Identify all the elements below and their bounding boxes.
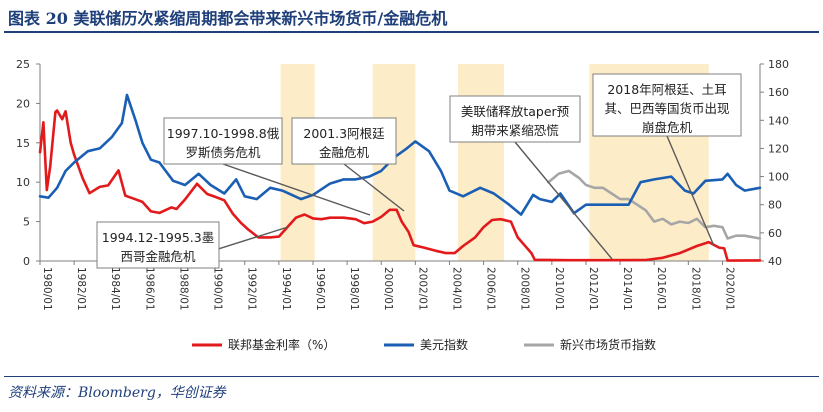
annotation-box (291, 117, 397, 165)
annotation-text: 1997.10-1998.8俄 (167, 126, 280, 141)
y-left-tick-label: 0 (23, 255, 30, 268)
x-tick-label: 2006/01 (485, 267, 497, 311)
x-tick-label: 1982/01 (75, 267, 87, 311)
annotation-text: 美联储释放taper预 (461, 104, 569, 119)
annotation-text: 期带来紧缩恐慌 (471, 123, 559, 138)
title-divider (4, 31, 819, 33)
annotation-box (449, 95, 581, 143)
x-tick-label: 2012/01 (587, 267, 599, 311)
footer-divider (4, 376, 819, 377)
annotation-leader (343, 163, 405, 212)
source-note: 资料来源：Bloomberg，华创证券 (8, 385, 226, 401)
em-currency-index-line (547, 169, 762, 240)
y-left-tick-label: 5 (23, 216, 30, 229)
legend-label: 新兴市场货币指数 (560, 337, 656, 352)
annotation-box (163, 117, 283, 165)
annotation-box (96, 221, 220, 269)
annotation-leader (514, 141, 613, 260)
x-tick-label: 2004/01 (450, 267, 462, 311)
x-tick-label: 1996/01 (314, 267, 326, 311)
annotation-text: 崩盘危机 (642, 120, 693, 135)
y-right-tick-label: 80 (768, 199, 782, 212)
x-tick-label: 2010/01 (553, 267, 565, 311)
y-left-tick-label: 15 (16, 137, 30, 150)
y-right-tick-label: 160 (768, 86, 789, 99)
y-right-tick-label: 180 (768, 58, 789, 71)
y-left-tick-label: 20 (16, 97, 30, 110)
x-tick-label: 2000/01 (382, 267, 394, 311)
annotation-text: 1994.12-1995.3墨 (102, 230, 214, 245)
x-tick-label: 2018/01 (689, 267, 701, 311)
x-tick-label: 2016/01 (655, 267, 667, 311)
x-tick-label: 2020/01 (723, 267, 735, 311)
x-tick-label: 2008/01 (519, 267, 531, 311)
page-title: 图表 20 美联储历次紧缩周期都会带来新兴市场货币/金融危机 (8, 9, 448, 28)
tick-label-layer: 0 5 10 15 20 25 40 60 80 100 120 140 160 180 1980/01 19… (16, 58, 789, 311)
annotation-leader (222, 163, 371, 216)
annotation-text: 2001.3阿根廷 (303, 126, 385, 141)
y-right-tick-label: 140 (768, 114, 789, 127)
x-tick-label: 1986/01 (143, 267, 155, 311)
x-tick-label: 1994/01 (280, 267, 292, 311)
annotation-leader (666, 135, 715, 247)
y-right-tick-label: 40 (768, 255, 782, 268)
annotation-box (592, 73, 742, 137)
chart: 0 5 10 15 20 25 40 60 80 100 120 140 160 180 1980/01 19… (16, 58, 789, 352)
y-right-tick-label: 60 (768, 227, 782, 240)
annotation-text: 罗斯债务危机 (185, 145, 261, 160)
x-tick-label: 1992/01 (246, 267, 258, 311)
legend: 联邦基金利率（%） 美元指数 新兴市场货币指数 (192, 337, 656, 352)
annotation-text: 西哥金融危机 (120, 249, 196, 264)
legend-label: 美元指数 (420, 337, 468, 352)
y-right-tick-label: 100 (768, 171, 789, 184)
y-left-tick-label: 25 (16, 58, 30, 71)
annotation-text: 金融危机 (319, 145, 370, 160)
annotation-text: 其、巴西等国货币出现 (604, 101, 729, 116)
x-tick-label: 1988/01 (177, 267, 189, 311)
fed-funds-rate-line (38, 109, 762, 262)
x-tick-label: 1990/01 (212, 267, 224, 311)
legend-label: 联邦基金利率（%） (228, 337, 335, 352)
annotation-text: 2018年阿根廷、土耳 (607, 82, 726, 97)
x-tick-label: 1998/01 (348, 267, 360, 311)
y-right-tick-label: 120 (768, 142, 789, 155)
x-tick-label: 2014/01 (621, 267, 633, 311)
y-left-tick-label: 10 (16, 176, 30, 189)
x-tick-label: 2002/01 (416, 267, 428, 311)
x-tick-label: 1984/01 (109, 267, 121, 311)
x-tick-label: 1980/01 (41, 267, 53, 311)
